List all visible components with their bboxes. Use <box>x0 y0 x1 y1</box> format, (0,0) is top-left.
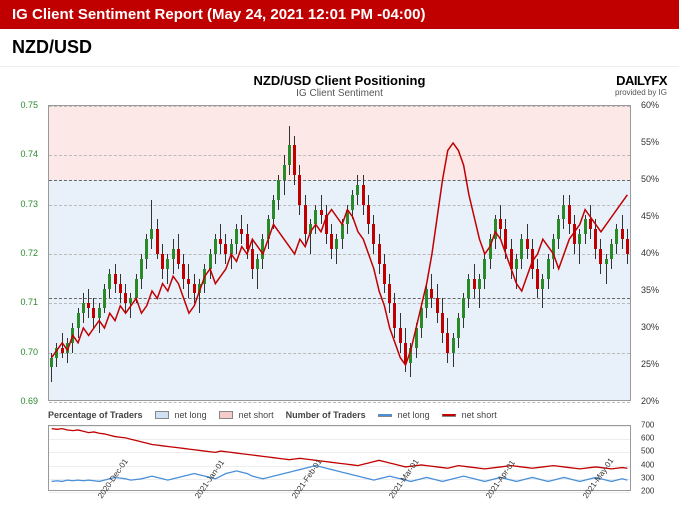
y-axis-left: 0.690.700.710.720.730.740.75 <box>0 105 44 401</box>
num-traders-label: Number of Traders <box>286 410 366 420</box>
pct-traders-label: Percentage of Traders <box>48 410 143 420</box>
legend-net-short-pct: net short <box>219 410 274 420</box>
legend-net-long-pct: net long <box>155 410 207 420</box>
pair-title: NZD/USD <box>0 29 679 67</box>
sub-plot-area <box>48 425 631 491</box>
chart-title: NZD/USD Client Positioning <box>0 67 679 88</box>
sub-chart: Percentage of Traders net long net short… <box>0 407 679 511</box>
logo-subtext: provided by IG <box>615 88 667 97</box>
logo-text: DAILYFX <box>615 73 667 88</box>
y-axis-right: 20%25%30%35%40%45%50%55%60% <box>635 105 679 401</box>
dailyfx-logo: DAILYFX provided by IG <box>615 73 667 97</box>
sub-y-axis: 200300400500600700 <box>635 425 679 491</box>
legend-net-short-num: net short <box>442 410 497 420</box>
main-chart: NZD/USD Client Positioning IG Client Sen… <box>0 67 679 407</box>
x-axis-labels: 2020-Dec-012021-Jan-012021-Feb-012021-Ma… <box>48 493 631 511</box>
legend-net-long-num: net long <box>378 410 430 420</box>
chart-subtitle: IG Client Sentiment <box>0 88 679 103</box>
chart-container: NZD/USD Client Positioning IG Client Sen… <box>0 67 679 511</box>
report-header: IG Client Sentiment Report (May 24, 2021… <box>0 0 679 29</box>
plot-area <box>48 105 631 401</box>
sub-legend: Percentage of Traders net long net short… <box>0 407 679 423</box>
report-title: IG Client Sentiment Report (May 24, 2021… <box>12 6 425 23</box>
